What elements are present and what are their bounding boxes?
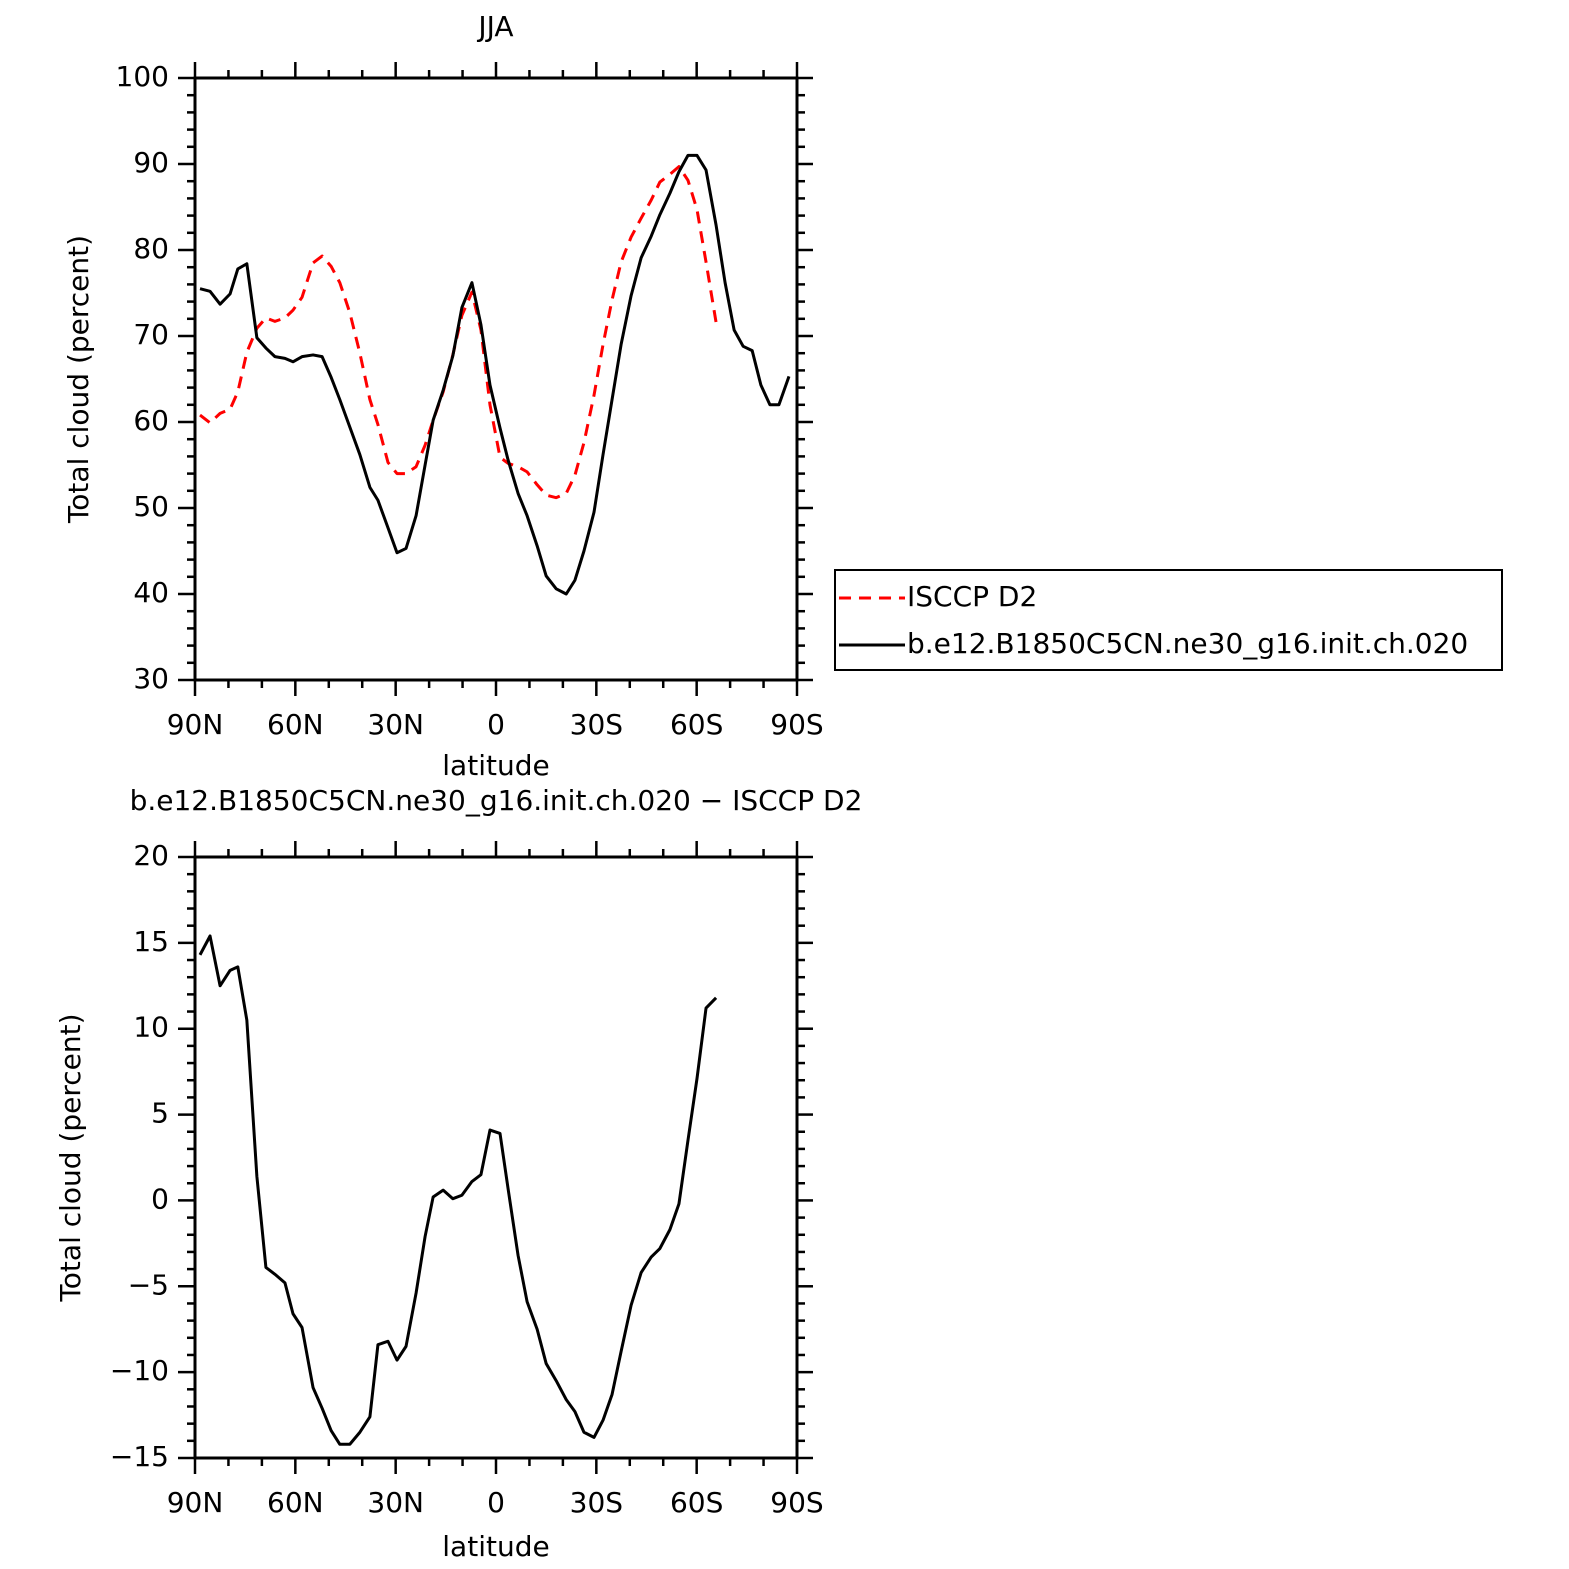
- data-line: [199, 153, 791, 596]
- x-tick-label: 30S: [570, 708, 623, 741]
- x-tick-label: 30N: [367, 1486, 424, 1519]
- x-tick-label: 90N: [167, 708, 224, 741]
- y-tick-label: 10: [133, 1011, 169, 1044]
- plot-frame: [193, 76, 799, 682]
- x-tick-label: 90S: [770, 708, 823, 741]
- chart-title: b.e12.B1850C5CN.ne30_g16.init.ch.020 − I…: [130, 784, 863, 817]
- y-tick-label: 15: [133, 925, 169, 958]
- y-tick-label: 50: [133, 490, 169, 523]
- x-tick-label: 30S: [570, 1486, 623, 1519]
- y-tick-label: 80: [133, 232, 169, 265]
- x-axis-label: latitude: [442, 1530, 549, 1563]
- plot-frame: [193, 855, 799, 1460]
- y-tick-label: 5: [151, 1097, 169, 1130]
- y-tick-label: 60: [133, 404, 169, 437]
- y-tick-label: 40: [133, 576, 169, 609]
- y-tick-label: 20: [133, 839, 169, 872]
- y-tick-label: −15: [110, 1440, 169, 1473]
- y-tick-label: 90: [133, 146, 169, 179]
- x-tick-label: 60N: [267, 1486, 324, 1519]
- y-tick-label: 100: [116, 60, 169, 93]
- legend-label: b.e12.B1850C5CN.ne30_g16.init.ch.020: [907, 627, 1468, 660]
- x-tick-label: 0: [487, 1486, 505, 1519]
- y-tick-label: 70: [133, 318, 169, 351]
- y-tick-label: 30: [133, 662, 169, 695]
- x-tick-label: 0: [487, 708, 505, 741]
- x-tick-label: 60N: [267, 708, 324, 741]
- y-tick-label: 0: [151, 1182, 169, 1215]
- data-line: [198, 934, 718, 1446]
- x-tick-label: 30N: [367, 708, 424, 741]
- y-tick-label: −10: [110, 1354, 169, 1387]
- chart-title: JJA: [476, 10, 513, 43]
- legend-box: [834, 569, 1503, 671]
- x-tick-label: 90S: [770, 1486, 823, 1519]
- x-tick-label: 60S: [670, 1486, 723, 1519]
- y-axis-label: Total cloud (percent): [62, 235, 95, 524]
- x-tick-label: 90N: [167, 1486, 224, 1519]
- legend-label: ISCCP D2: [907, 580, 1037, 613]
- x-tick-label: 60S: [670, 708, 723, 741]
- x-axis-label: latitude: [442, 749, 549, 782]
- y-tick-label: −5: [128, 1268, 169, 1301]
- y-axis-label: Total cloud (percent): [54, 1013, 87, 1302]
